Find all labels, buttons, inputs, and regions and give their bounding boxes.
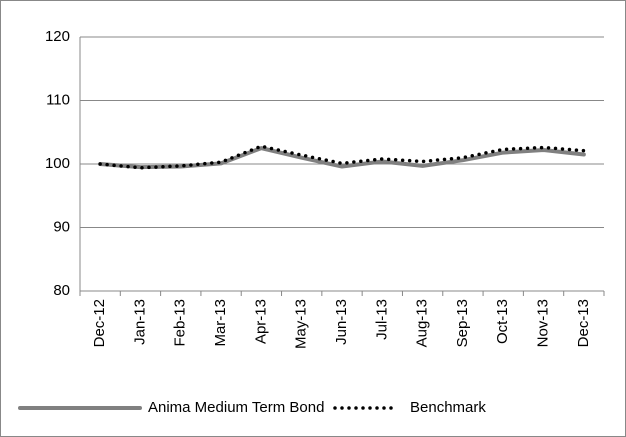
- x-tick-label: May-13: [293, 299, 310, 349]
- y-tick-label: 110: [46, 91, 70, 108]
- y-tick-label: 100: [45, 155, 70, 172]
- x-tick-label: Mar-13: [212, 299, 229, 347]
- x-tick-label: Jul-13: [373, 299, 390, 340]
- x-tick-label: Dec-13: [575, 299, 592, 347]
- y-tick-label: 120: [45, 28, 70, 45]
- x-tick-label: Feb-13: [172, 299, 189, 347]
- y-tick-label: 80: [53, 282, 70, 299]
- legend-label: Anima Medium Term Bond: [148, 399, 324, 416]
- x-tick-label: Oct-13: [494, 299, 511, 344]
- x-tick-label: Nov-13: [535, 299, 552, 347]
- x-tick-label: Jun-13: [333, 299, 350, 345]
- y-tick-label: 90: [53, 218, 70, 235]
- series-line: [98, 146, 586, 170]
- x-tick-label: Jan-13: [131, 299, 148, 345]
- x-tick-label: Dec-12: [91, 299, 108, 347]
- x-tick-label: Sep-13: [454, 299, 471, 347]
- legend-label: Benchmark: [410, 399, 486, 416]
- x-tick-label: Apr-13: [252, 299, 269, 344]
- x-tick-label: Aug-13: [414, 299, 431, 347]
